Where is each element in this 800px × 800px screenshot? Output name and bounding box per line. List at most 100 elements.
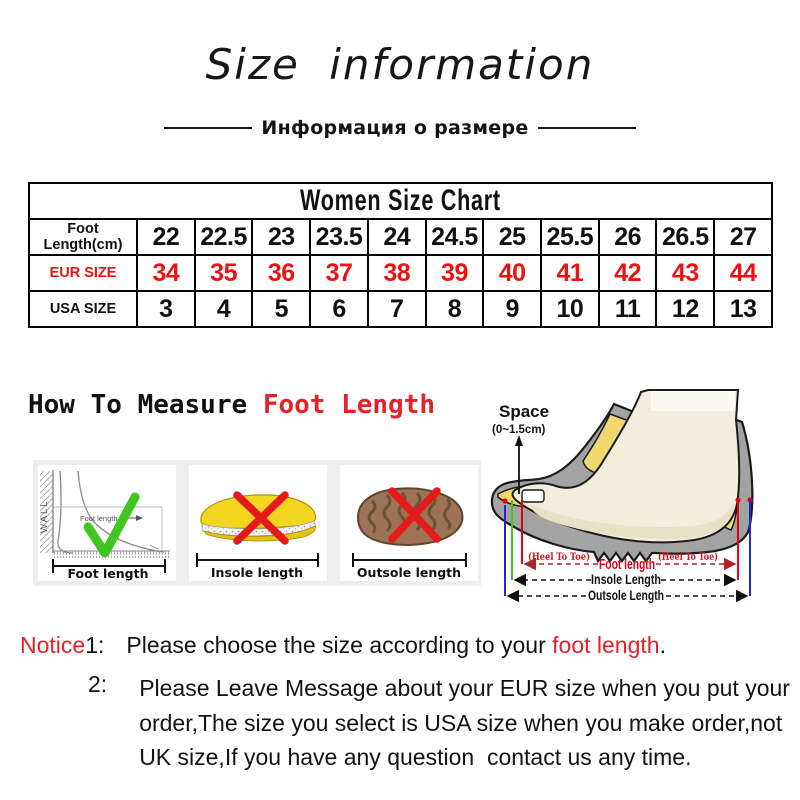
size-value-cell: 39 — [424, 254, 485, 292]
subtitle-right-rule — [537, 127, 636, 129]
page-title: Size information — [205, 40, 595, 89]
size-value-cell: 9 — [482, 290, 543, 328]
box-caption: Foot length — [67, 566, 148, 581]
measure-heading-red: Foot Length — [262, 390, 435, 420]
notice-item-2-text: Please Leave Message about your EUR size… — [139, 671, 790, 775]
notice-item-2-number: 2: — [88, 671, 108, 697]
subtitle-text: Информация о размере — [261, 117, 529, 139]
size-value-cell: 27 — [713, 218, 773, 256]
box-caption: Insole length — [211, 565, 303, 580]
foot-front-line — [77, 470, 165, 553]
size-value-cell: 38 — [366, 254, 427, 292]
size-value-cell: 25.5 — [540, 218, 600, 256]
space-range-label: (0~1.5cm) — [492, 424, 546, 436]
size-value-cell: 24 — [366, 218, 427, 256]
size-table-body: Women Size Chart Foot Length(cm) 22 22.5 23… — [28, 182, 773, 328]
size-value-cell: 10 — [540, 290, 600, 328]
measure-heading: How To Measure Foot Length — [28, 390, 435, 420]
wall-hatch — [40, 471, 53, 553]
notice-item-1: Notice1: Please choose the size according… — [20, 632, 795, 659]
size-table-title: Women Size Chart — [300, 184, 501, 217]
size-row-label: USA SIZE — [28, 290, 138, 328]
leg-top-highlight — [651, 391, 735, 411]
size-value-cell: 35 — [193, 254, 254, 292]
red-cross-icon — [388, 487, 441, 543]
notice-item-1-number: 1: — [85, 632, 105, 658]
measure-boxes-panel: WALL Foot length Foot length — [33, 460, 481, 586]
size-table-row: USA SIZE 3 4 5 6 7 8 9 10 11 12 13 — [28, 290, 773, 328]
heel-to-toe-right-label: (Heel To Toe) — [658, 551, 718, 563]
size-value-cell: 7 — [366, 290, 427, 328]
size-value-cell: 8 — [424, 290, 485, 328]
size-table-row: Foot Length(cm) 22 22.5 23 23.5 24 24.5 25 25.5 2… — [28, 218, 773, 256]
size-value-cell: 23 — [251, 218, 312, 256]
size-table: Women Size Chart Foot Length(cm) 22 22.5 23… — [28, 182, 773, 328]
notice-item-1-highlight: foot length — [552, 632, 660, 658]
insole-midsole-speckle — [202, 521, 316, 536]
subtitle-left-rule — [164, 127, 253, 129]
toe-highlight-tab — [521, 489, 545, 503]
size-value-cell: 36 — [251, 254, 312, 292]
red-cross-icon — [233, 491, 289, 545]
measure-heading-black: How To Measure — [28, 390, 263, 420]
measure-box-foot-length: WALL Foot length Foot length — [38, 465, 176, 581]
outsole-length-label: Outsole Length — [588, 588, 664, 603]
foot-sole-shadow — [530, 500, 735, 540]
size-value-cell: 26 — [597, 218, 658, 256]
shoe-diagram: Space (0~1.5cm) (Heel To Toe) (Heel To T… — [490, 389, 754, 603]
notice-section: Notice1: Please choose the size according… — [20, 632, 795, 775]
size-value-cell: 43 — [655, 254, 716, 292]
size-value-cell: 41 — [540, 254, 600, 292]
green-check-icon — [83, 492, 140, 558]
size-value-cell: 44 — [713, 254, 773, 292]
size-value-cell: 6 — [309, 290, 369, 328]
size-value-cell: 22.5 — [193, 218, 254, 256]
size-value-cell: 40 — [482, 254, 543, 292]
size-table-row: EUR SIZE 34 35 36 37 38 39 40 41 42 43 44 — [28, 254, 773, 292]
vertical-guides — [504, 499, 751, 596]
size-value-cell: 37 — [309, 254, 369, 292]
foot-and-leg — [511, 389, 741, 544]
measure-bracket — [196, 553, 319, 567]
size-table-title-row: Women Size Chart — [28, 182, 773, 220]
subtitle: Информация о размере — [0, 117, 800, 139]
notice-item-1-text: Please choose the size according to your — [126, 632, 553, 658]
size-row-label: Foot Length(cm) — [28, 218, 138, 256]
size-value-cell: 3 — [136, 290, 196, 328]
size-row-label: EUR SIZE — [28, 254, 138, 292]
size-table-section: Women Size Chart Foot Length(cm) 22 22.5 23… — [28, 182, 773, 328]
measure-box-insole-length: Insole length — [189, 465, 327, 581]
notice-item-1-period: . — [659, 632, 666, 658]
insole-length-label: Insole Length — [591, 572, 661, 587]
foot-back-line — [57, 470, 73, 554]
size-value-cell: 26.5 — [655, 218, 716, 256]
measure-box-outsole-length: Outsole length — [340, 465, 478, 581]
floor-ruler — [52, 551, 170, 558]
space-arrow — [515, 435, 523, 494]
toes-lines — [146, 544, 160, 552]
size-value-cell: 25 — [482, 218, 543, 256]
heel-to-toe-left-label: (Heel To Toe) — [528, 551, 590, 563]
inner-foot-length-label: Foot length — [80, 514, 118, 523]
measure-bracket — [52, 559, 166, 573]
wall-illustration: WALL — [39, 470, 54, 553]
space-label: Space — [499, 402, 549, 421]
foot-length-label: Foot length — [599, 557, 655, 573]
size-value-cell: 34 — [136, 254, 196, 292]
measure-bracket — [352, 553, 467, 567]
size-table-title-cell: Women Size Chart — [28, 182, 773, 220]
box-caption: Outsole length — [357, 565, 461, 580]
size-value-cell: 22 — [136, 218, 196, 256]
reference-dots — [502, 497, 753, 504]
wall-label: WALL — [39, 499, 50, 533]
notice-line: order,The size you select is USA size wh… — [139, 709, 783, 736]
size-value-cell: 11 — [597, 290, 658, 328]
size-value-cell: 12 — [655, 290, 716, 328]
size-value-cell: 42 — [597, 254, 658, 292]
size-value-cell: 13 — [713, 290, 773, 328]
notice-label: Notice — [20, 632, 86, 658]
size-value-cell: 24.5 — [424, 218, 485, 256]
size-value-cell: 5 — [251, 290, 312, 328]
size-value-cell: 4 — [193, 290, 254, 328]
